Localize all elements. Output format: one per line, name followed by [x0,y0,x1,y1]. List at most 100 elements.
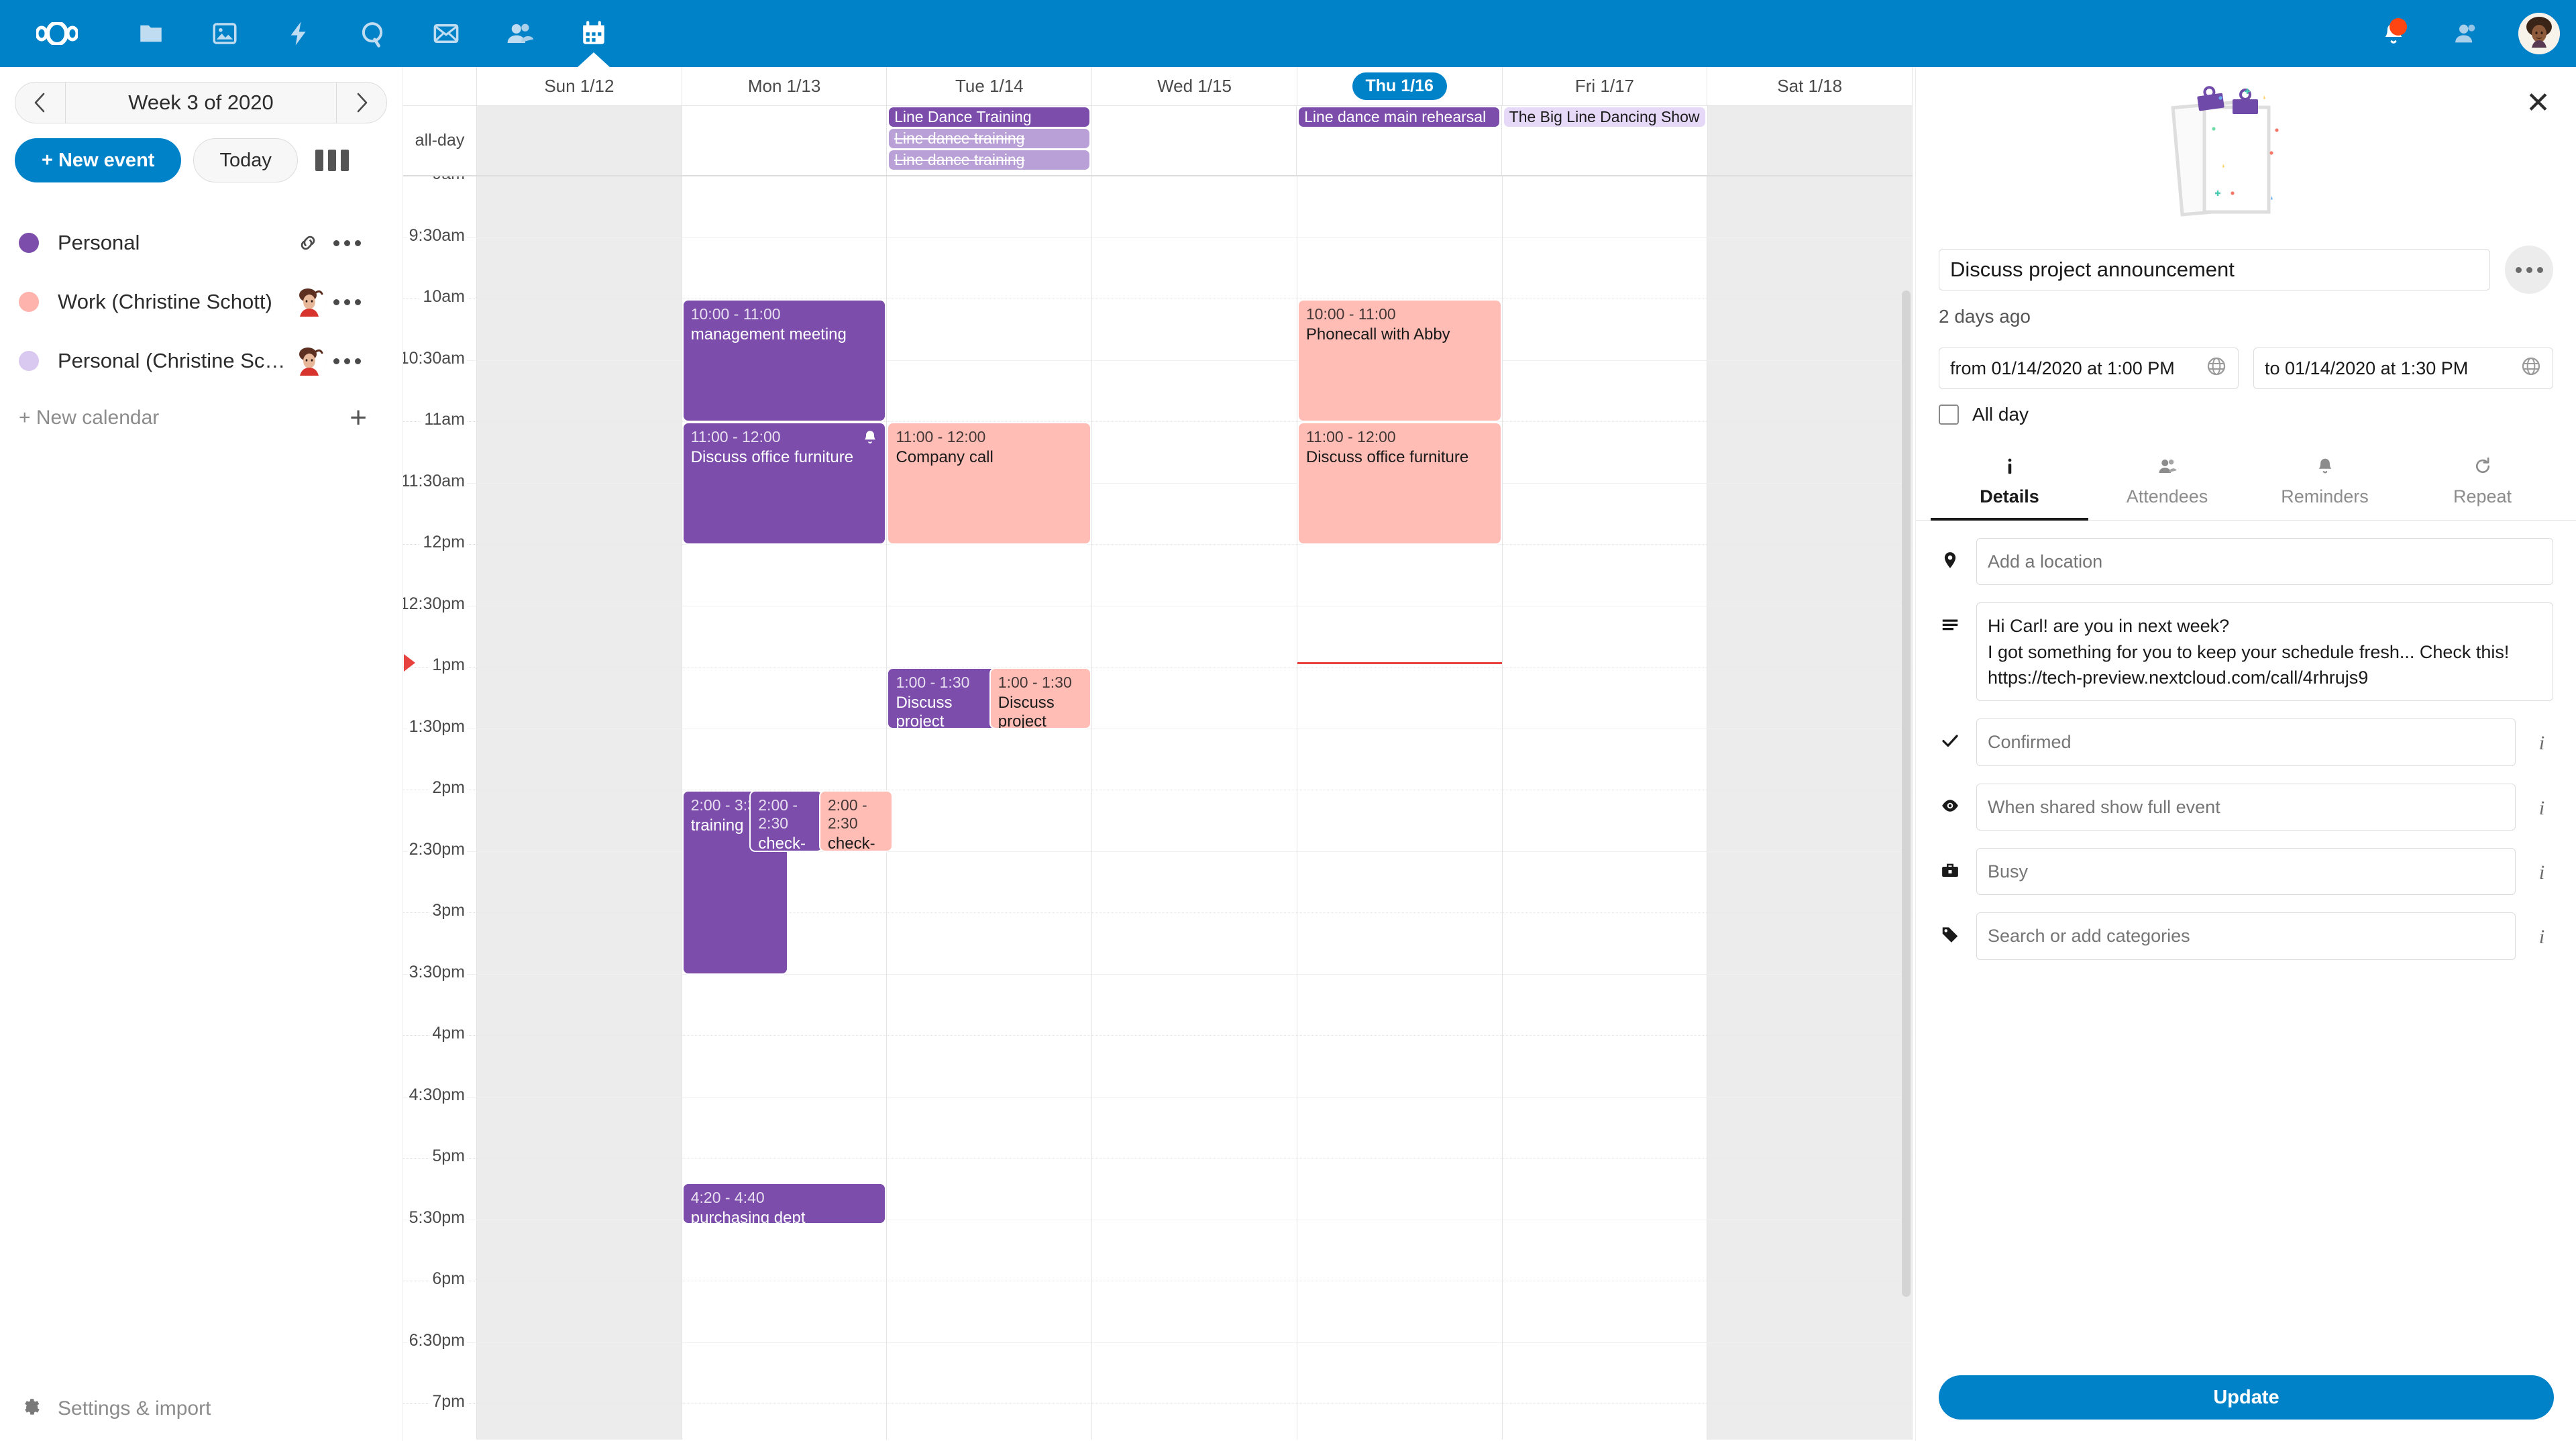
location-input[interactable] [1976,538,2553,586]
all-day-event[interactable]: Line Dance Training [889,107,1089,127]
visibility-select[interactable] [1976,783,2516,831]
all-day-toggle-row[interactable]: All day [1916,404,2576,425]
calendar-event[interactable]: 10:00 - 11:00 Phonecall with Abby [1297,299,1502,422]
day-header-sun[interactable]: Sun 1/12 [477,67,682,105]
grid-line [1502,1036,1707,1098]
calendar-event[interactable]: 4:20 - 4:40 purchasing dept [682,1183,887,1224]
all-day-cell-tue[interactable]: Line Dance Training Line dance training … [887,106,1092,175]
app-icon-contacts[interactable] [483,0,557,67]
event-title-input[interactable] [1939,249,2490,290]
grid-line [1092,484,1297,545]
divider [336,83,337,123]
all-day-event[interactable]: The Big Line Dancing Show [1503,107,1705,127]
visibility-info-icon[interactable]: i [2538,796,2545,819]
calendar-event[interactable]: 11:00 - 12:00 Company call [887,422,1092,545]
notifications-bell-icon[interactable] [2357,0,2430,67]
today-button[interactable]: Today [193,138,298,182]
day-column-tue[interactable]: 11:00 - 12:00 Company call 1:00 - 1:30 Disc… [887,176,1093,1440]
app-icon-photos[interactable] [188,0,262,67]
grid-line [1297,1281,1502,1343]
grid-line [1092,1281,1297,1343]
day-header-fri[interactable]: Fri 1/17 [1503,67,1708,105]
day-header-mon[interactable]: Mon 1/13 [682,67,888,105]
previous-week-button[interactable] [15,83,65,123]
calendar-event[interactable]: 1:00 - 1:30 Discuss project announcement [887,668,1002,729]
all-day-cell-fri[interactable]: The Big Line Dancing Show [1502,106,1708,175]
day-column-fri[interactable] [1502,176,1708,1440]
day-column-sun[interactable] [477,176,682,1440]
event-end-field[interactable]: to 01/14/2020 at 1:30 PM [2253,348,2553,389]
tab-attendees[interactable]: Attendees [2088,448,2246,520]
globe-icon[interactable] [2206,356,2227,382]
all-day-cell-mon[interactable] [682,106,888,175]
all-day-event[interactable]: Line dance training [889,129,1089,148]
calendar-scroll-area[interactable]: 9am 9:30am 10am 10:30am 11am 11:30am 12pm 12:30… [403,176,1913,1440]
update-button[interactable]: Update [1939,1375,2554,1420]
tab-details[interactable]: Details [1931,448,2088,521]
day-column-sat[interactable] [1707,176,1913,1440]
close-icon[interactable]: ✕ [2526,87,2551,119]
calendar-event[interactable]: 1:00 - 1:30 Discuss project announcement [989,668,1092,729]
calendar-actions-icon[interactable] [327,239,367,246]
event-start-field[interactable]: from 01/14/2020 at 1:00 PM [1939,348,2239,389]
availability-info-icon[interactable]: i [2538,861,2545,884]
calendar-event[interactable]: 11:00 - 12:00 Discuss office furniture [682,422,887,545]
time-label: 1pm [430,655,467,675]
calendar-event[interactable]: 10:00 - 11:00 management meeting [682,299,887,422]
week-view-icon[interactable] [310,138,354,182]
availability-select[interactable] [1976,847,2516,896]
calendar-event[interactable]: 2:00 - 2:30 check-in [818,790,893,852]
day-header-thu[interactable]: Thu 1/16 [1297,67,1503,105]
all-day-cell-thu[interactable]: Line dance main rehearsal [1297,106,1502,175]
grid-line [1297,238,1502,299]
all-day-checkbox[interactable] [1939,405,1959,425]
app-icon-mail[interactable] [409,0,483,67]
day-header-tue[interactable]: Tue 1/14 [887,67,1093,105]
grid-line [1502,1281,1707,1343]
next-week-button[interactable] [337,83,386,123]
calendar-item-personal-shared[interactable]: Personal (Christine Scho... [0,331,402,390]
more-actions-icon[interactable] [2505,246,2553,294]
calendar-item-work[interactable]: Work (Christine Schott) [0,272,402,331]
tab-reminders[interactable]: Reminders [2246,448,2404,520]
user-avatar[interactable] [2502,0,2576,67]
calendar-event[interactable]: 11:00 - 12:00 Discuss office furniture [1297,422,1502,545]
globe-icon[interactable] [2520,356,2542,382]
nextcloud-logo[interactable] [0,0,114,67]
link-icon[interactable] [289,231,327,254]
categories-input[interactable] [1976,912,2516,960]
day-header-sat[interactable]: Sat 1/18 [1707,67,1913,105]
grid-line [887,729,1092,790]
day-column-thu[interactable]: 10:00 - 11:00 Phonecall with Abby 11:00 - … [1297,176,1503,1440]
status-info-icon[interactable]: i [2538,732,2545,755]
status-select[interactable] [1976,718,2516,766]
contacts-menu-icon[interactable] [2430,0,2502,67]
settings-and-import[interactable]: Settings & import [0,1377,402,1441]
calendar-event[interactable]: 2:00 - 2:30 check-in [749,790,823,852]
all-day-cell-wed[interactable] [1092,106,1297,175]
day-header-wed[interactable]: Wed 1/15 [1092,67,1297,105]
calendar-item-personal[interactable]: Personal [0,213,402,272]
categories-info-icon[interactable]: i [2538,926,2545,949]
all-day-cell-sun[interactable] [477,106,682,175]
app-icon-calendar[interactable] [557,0,631,67]
vertical-scrollbar[interactable] [1902,290,1911,1297]
event-name: Phonecall with Abby [1305,325,1450,343]
event-name: check-in [827,834,875,852]
plus-icon[interactable]: + [350,401,367,434]
all-day-cell-sat[interactable] [1707,106,1913,175]
tab-repeat[interactable]: Repeat [2404,448,2561,520]
all-day-event[interactable]: Line dance main rehearsal [1299,107,1499,127]
calendar-actions-icon[interactable] [327,358,367,364]
description-textarea[interactable]: Hi Carl! are you in next week? I got som… [1976,602,2553,702]
all-day-event[interactable]: Line dance training [889,150,1089,170]
day-column-mon[interactable]: 10:00 - 11:00 management meeting 11:00 - 1… [682,176,893,1440]
calendar-actions-icon[interactable] [327,299,367,305]
calendar-event[interactable]: 2:00 - 3:30 training [682,790,789,975]
day-column-wed[interactable] [1092,176,1297,1440]
app-icon-files[interactable] [114,0,188,67]
new-event-button[interactable]: + New event [15,138,182,182]
app-icon-activity[interactable] [262,0,335,67]
new-calendar-row[interactable]: + New calendar + [0,390,402,445]
app-icon-search[interactable] [335,0,409,67]
